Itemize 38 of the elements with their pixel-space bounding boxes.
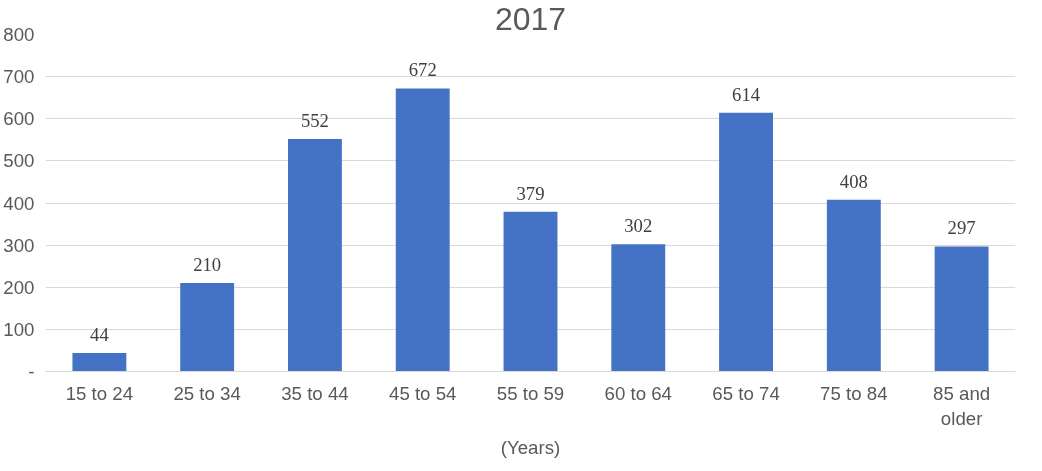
x-tick-label: 45 to 54 (389, 382, 457, 404)
data-label: 302 (624, 215, 653, 237)
data-label: 408 (839, 170, 868, 192)
x-tick-label: 65 to 74 (712, 382, 780, 404)
data-label: 614 (732, 83, 761, 105)
x-tick-label: 55 to 59 (496, 382, 565, 404)
y-tick-label: 200 (3, 276, 35, 298)
x-axis-title: (Years) (500, 436, 561, 458)
bar (180, 283, 235, 372)
y-tick-label: - (28, 361, 35, 382)
data-label: 672 (408, 59, 437, 81)
x-tick-label: 25 to 34 (173, 382, 241, 404)
x-tick-label: 15 to 24 (65, 382, 134, 404)
data-label: 297 (947, 217, 976, 239)
bar (503, 211, 558, 372)
bar (395, 88, 450, 372)
bar (719, 112, 773, 372)
x-tick-label: 60 to 64 (604, 382, 672, 404)
bar (934, 246, 989, 372)
data-label: 552 (300, 109, 329, 131)
data-label: 44 (90, 323, 110, 345)
y-tick-label: 800 (3, 24, 35, 45)
x-tick-label: 75 to 84 (820, 382, 888, 404)
data-label: 210 (193, 254, 222, 276)
chart-title: 2017 (494, 0, 567, 37)
x-tick-label: 85 and older (933, 382, 991, 429)
data-label: 379 (516, 182, 545, 204)
y-tick-label: 700 (3, 66, 35, 88)
x-tick-label: 35 to 44 (281, 382, 349, 404)
y-tick-label: 300 (3, 234, 35, 256)
y-tick-label: 600 (3, 108, 35, 130)
bar (826, 199, 881, 372)
y-tick-label: 400 (3, 192, 35, 214)
bar (288, 138, 342, 372)
y-tick-label: 100 (3, 318, 35, 340)
y-tick-label: 500 (3, 150, 35, 172)
bar (72, 352, 127, 372)
bar (611, 244, 666, 372)
